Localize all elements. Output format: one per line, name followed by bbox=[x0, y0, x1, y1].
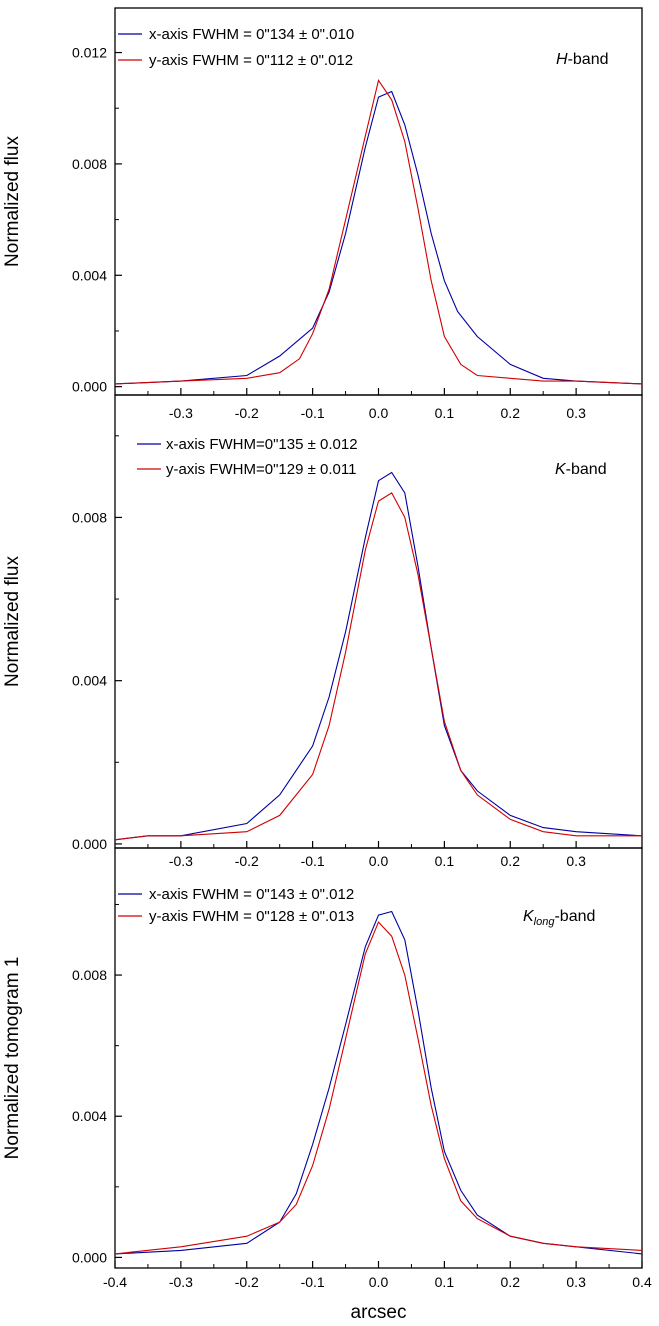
panel-k-band: 0.000 0.004 0.008 -0.3 -0.2 -0.1 0.0 0.1 0.2 0.3 N… bbox=[2, 394, 643, 869]
x-tick-label: 0.3 bbox=[566, 853, 586, 869]
band-suffix: -band bbox=[566, 461, 607, 478]
y-axis-title: Normalized flux bbox=[2, 556, 23, 687]
legend-label-x-axis: x-axis FWHM = 0"143 ± 0".012 bbox=[149, 886, 354, 903]
y-tick-label: 0.000 bbox=[72, 379, 107, 395]
x-tick-label: -0.2 bbox=[235, 405, 259, 421]
x-tick-label: -0.1 bbox=[301, 853, 325, 869]
x-tick-label: 0.1 bbox=[435, 853, 455, 869]
series-line-y-axis bbox=[114, 79, 643, 385]
y-axis-title: Normalized flux bbox=[2, 136, 23, 267]
x-tick-label: -0.3 bbox=[169, 405, 193, 421]
y-tick-label: 0.004 bbox=[72, 267, 107, 283]
x-tick-label: -0.4 bbox=[103, 1274, 127, 1290]
x-tick-label: -0.2 bbox=[235, 1274, 259, 1290]
y-tick-label: 0.000 bbox=[72, 1249, 107, 1265]
band-letter: K bbox=[555, 461, 567, 478]
y-tick-label: 0.008 bbox=[72, 156, 107, 172]
band-letter: H bbox=[556, 51, 568, 68]
x-tick-label: 0.0 bbox=[369, 853, 389, 869]
legend-label-x-axis: x-axis FWHM = 0"134 ± 0".010 bbox=[149, 26, 354, 43]
legend-label-y-axis: y-axis FWHM = 0"112 ± 0".012 bbox=[149, 52, 353, 69]
legend-label-y-axis: y-axis FWHM=0"129 ± 0.011 bbox=[166, 461, 356, 478]
x-tick-label: 0.2 bbox=[501, 853, 521, 869]
y-tick-label: 0.008 bbox=[72, 509, 107, 525]
x-tick-label: 0.3 bbox=[566, 405, 586, 421]
x-tick-label: -0.3 bbox=[169, 853, 193, 869]
band-letter: K bbox=[523, 908, 535, 925]
series-line-y-axis bbox=[114, 492, 642, 841]
y-tick-label: 0.012 bbox=[72, 45, 107, 61]
x-axis-title: arcsec bbox=[351, 1302, 407, 1323]
y-tick-label: 0.008 bbox=[72, 967, 107, 983]
band-label: K-band bbox=[555, 461, 607, 478]
band-suffix: -band bbox=[554, 908, 595, 925]
band-label: H-band bbox=[556, 51, 608, 68]
series-line-x-axis bbox=[114, 471, 643, 841]
x-tick-label: 0.2 bbox=[501, 405, 521, 421]
panel-h-band: 0.000 0.004 0.008 0.012 -0.3 -0.2 -0.1 0.0 0.1 0.… bbox=[2, 7, 643, 421]
legend-label-x-axis: x-axis FWHM=0"135 ± 0.012 bbox=[166, 436, 358, 453]
band-subscript: long bbox=[534, 916, 556, 928]
x-tick-label: -0.2 bbox=[235, 853, 259, 869]
band-label: Klong-band bbox=[523, 908, 595, 928]
x-tick-label: 0.1 bbox=[435, 1274, 455, 1290]
x-tick-label: -0.1 bbox=[301, 405, 325, 421]
x-tick-label: 0.1 bbox=[435, 405, 455, 421]
y-tick-label: 0.004 bbox=[72, 673, 107, 689]
series-line-y-axis bbox=[114, 921, 643, 1255]
x-tick-label: 0.4 bbox=[632, 1274, 652, 1290]
y-axis-title: Normalized tomogram 1 bbox=[2, 957, 23, 1160]
x-tick-label: 0.2 bbox=[501, 1274, 521, 1290]
series-line-x-axis bbox=[114, 90, 643, 385]
y-tick-label: 0.004 bbox=[72, 1108, 107, 1124]
x-tick-label: 0.0 bbox=[369, 405, 389, 421]
legend-label-y-axis: y-axis FWHM = 0"128 ± 0".013 bbox=[149, 908, 354, 925]
y-tick-label: 0.000 bbox=[72, 836, 107, 852]
x-tick-label: 0.0 bbox=[369, 1274, 389, 1290]
x-tick-label: 0.3 bbox=[566, 1274, 586, 1290]
band-suffix: -band bbox=[568, 51, 609, 68]
x-tick-label: -0.1 bbox=[301, 1274, 325, 1290]
x-tick-label: -0.3 bbox=[169, 1274, 193, 1290]
series-line-x-axis bbox=[114, 910, 643, 1255]
panel-klong-band: 0.000 0.004 0.008 -0.4 -0.3 -0.2 -0.1 0.0 0.1 0.2… bbox=[2, 847, 652, 1323]
